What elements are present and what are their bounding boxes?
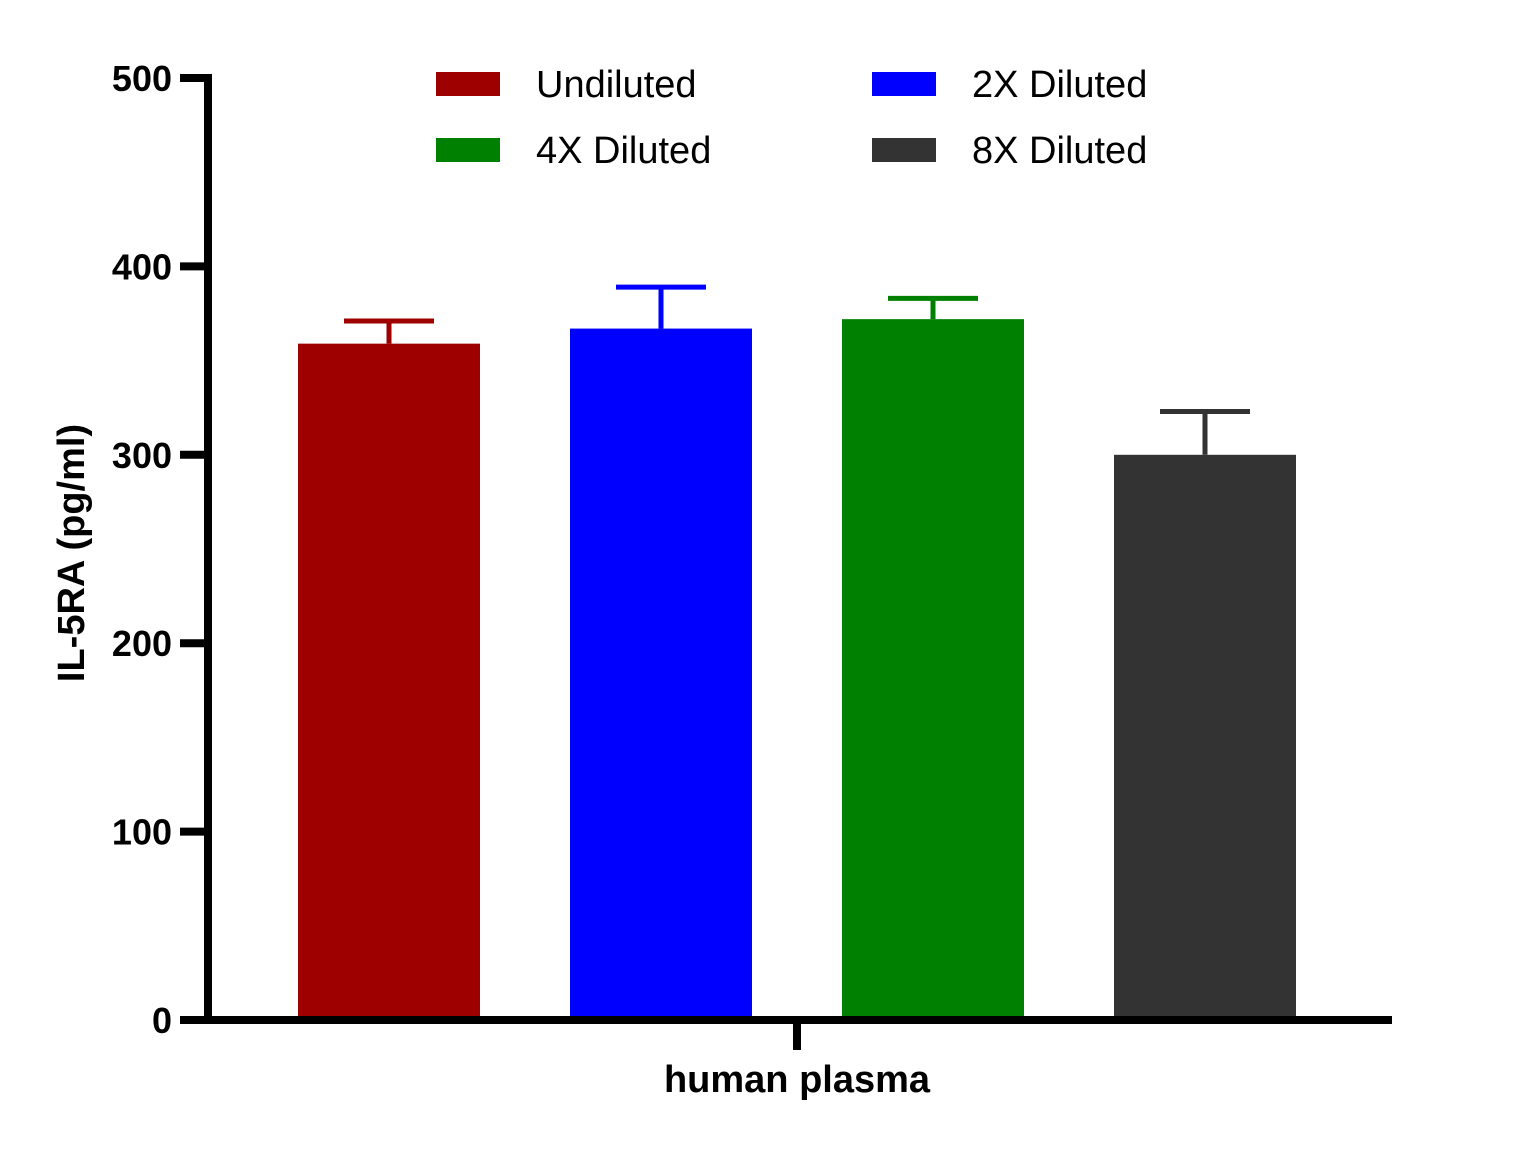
legend-swatch [872, 138, 936, 162]
y-tick-label: 200 [112, 623, 172, 664]
bar [298, 343, 480, 1020]
y-tick-label: 0 [152, 1000, 172, 1041]
x-axis-title: human plasma [664, 1059, 931, 1101]
bar [1114, 454, 1296, 1020]
y-tick-label: 500 [112, 58, 172, 99]
y-tick-label: 400 [112, 246, 172, 287]
legend-label: 4X Diluted [536, 130, 711, 172]
legend-swatch [436, 138, 500, 162]
legend-label: Undiluted [536, 64, 697, 106]
bar [842, 319, 1024, 1021]
axes-layer [204, 74, 1392, 1050]
legend: Undiluted 2X Diluted 4X Diluted 8X Diluted [436, 64, 1147, 172]
y-ticks-layer: 0 100 200 300 400 500 [112, 58, 208, 1041]
legend-label: 2X Diluted [972, 64, 1147, 106]
error-bars-layer [344, 284, 1250, 455]
legend-swatch [436, 72, 500, 96]
legend-swatch [872, 72, 936, 96]
legend-label: 8X Diluted [972, 130, 1147, 172]
y-tick-label: 300 [112, 435, 172, 476]
bars-layer [298, 319, 1296, 1021]
bar [570, 328, 752, 1020]
y-tick-label: 100 [112, 812, 172, 853]
y-axis-title: IL-5RA (pg/ml) [51, 424, 93, 682]
